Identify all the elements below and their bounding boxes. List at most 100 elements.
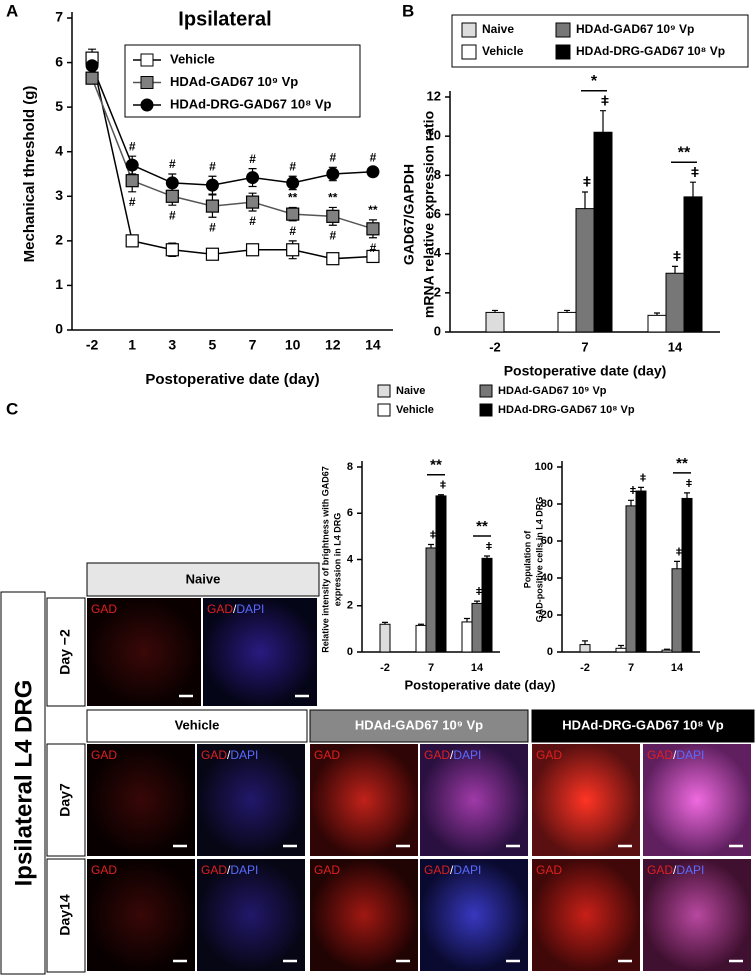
marker — [246, 171, 260, 185]
marker — [286, 176, 300, 190]
error-bar — [618, 644, 624, 649]
panel-label: A — [6, 1, 18, 20]
error-bar — [674, 560, 680, 569]
stain-label: GAD/DAPI — [647, 863, 704, 877]
y-tick-label: 0 — [434, 323, 441, 338]
error-bar — [484, 555, 490, 559]
y-tick-label: 60 — [541, 535, 553, 547]
marker — [286, 243, 300, 257]
y-tick-label: 10 — [427, 128, 441, 143]
annotation: # — [169, 157, 176, 171]
stain-name: GAD — [424, 748, 450, 762]
y-tick-label: 2 — [434, 284, 441, 299]
y-tick-label: 7 — [55, 9, 63, 25]
y-tick-label: 6 — [434, 206, 441, 221]
y-tick-label: 1 — [55, 276, 63, 292]
stain-label: GAD — [314, 863, 340, 877]
annotation: ** — [368, 203, 378, 217]
y-tick-label: 4 — [434, 245, 442, 260]
error-bar — [654, 312, 660, 316]
stain-label: GAD — [536, 863, 562, 877]
annotation: # — [249, 214, 256, 228]
stain-name: GAD — [207, 602, 233, 616]
stain-label: GAD — [91, 863, 117, 877]
significance-label: * — [591, 73, 598, 90]
legend-symbol — [140, 53, 154, 67]
bar — [481, 557, 493, 653]
annotation: # — [129, 139, 136, 153]
annotation: # — [209, 220, 216, 234]
annotation: # — [249, 152, 256, 166]
error-bar — [418, 623, 424, 626]
marker — [205, 178, 219, 192]
row-label: Day −2 — [57, 629, 73, 675]
counterstain-name: DAPI — [453, 863, 481, 877]
x-tick-label: 1 — [128, 337, 136, 353]
marker — [165, 176, 179, 190]
legend-swatch — [479, 384, 493, 398]
bar — [579, 644, 591, 653]
legend-label: Vehicle — [482, 44, 524, 58]
bar — [665, 272, 685, 333]
header-box — [531, 709, 755, 743]
micrograph — [643, 859, 751, 971]
legend-symbol — [140, 76, 154, 89]
y-tick-label: 4 — [347, 553, 354, 565]
row-label: Day14 — [57, 894, 73, 935]
stain-name: GAD — [536, 748, 562, 762]
bar — [671, 568, 683, 653]
error-bar — [474, 600, 480, 604]
counterstain-name: DAPI — [453, 748, 481, 762]
micrograph — [310, 859, 418, 971]
x-tick-label: 5 — [209, 337, 217, 353]
marker — [125, 158, 139, 172]
x-tick-label: 14 — [671, 662, 684, 674]
stain-name: GAD — [91, 863, 117, 877]
bar — [461, 621, 473, 653]
error-bar — [582, 191, 588, 209]
marker — [245, 195, 260, 209]
annotation: ǂ — [640, 472, 646, 484]
row-label: Day7 — [57, 783, 73, 817]
x-tick-label: 10 — [285, 337, 301, 353]
y-tick-label: 0 — [547, 646, 553, 658]
y-tick-label: 4 — [55, 142, 63, 158]
bar — [379, 623, 391, 653]
error-bar — [600, 110, 606, 133]
significance-label: ** — [476, 518, 488, 535]
y-axis-label: GAD-positive cells in L4 DRG — [534, 497, 544, 623]
bar — [683, 196, 703, 333]
legend-label: HDAd-DRG-GAD67 10⁸ Vp — [170, 96, 331, 111]
annotation: ǂ — [630, 485, 636, 497]
y-axis-label: expression in L4 DRG — [332, 513, 342, 607]
stain-separator: / — [227, 863, 231, 877]
legend-label: Vehicle — [396, 404, 434, 416]
legend-symbol — [140, 98, 154, 112]
bar — [425, 547, 437, 653]
annotation: # — [329, 150, 336, 164]
y-axis-label: Mechanical threshold (g) — [21, 86, 38, 263]
stain-label: GAD — [91, 748, 117, 762]
column-header: HDAd-GAD67 10⁹ Vp — [355, 717, 483, 732]
bar — [435, 495, 447, 653]
stain-label: GAD — [536, 748, 562, 762]
marker — [205, 247, 220, 261]
y-tick-label: 6 — [347, 507, 353, 519]
x-tick-label: 12 — [325, 337, 341, 353]
annotation: # — [289, 224, 296, 238]
y-tick-label: 0 — [347, 646, 353, 658]
annotation: ** — [328, 191, 338, 205]
marker — [286, 207, 300, 221]
stain-label: GAD/DAPI — [647, 748, 704, 762]
bar — [635, 490, 647, 653]
panel-label: B — [402, 1, 414, 20]
y-tick-label: 2 — [55, 232, 63, 248]
error-bar — [672, 265, 678, 274]
bar — [575, 208, 595, 333]
stain-name: GAD — [647, 863, 673, 877]
legend-label: HDAd-GAD67 10⁹ Vp — [170, 74, 298, 89]
y-tick-label: 5 — [55, 98, 63, 114]
stain-name: GAD — [536, 863, 562, 877]
error-bar — [438, 494, 444, 496]
